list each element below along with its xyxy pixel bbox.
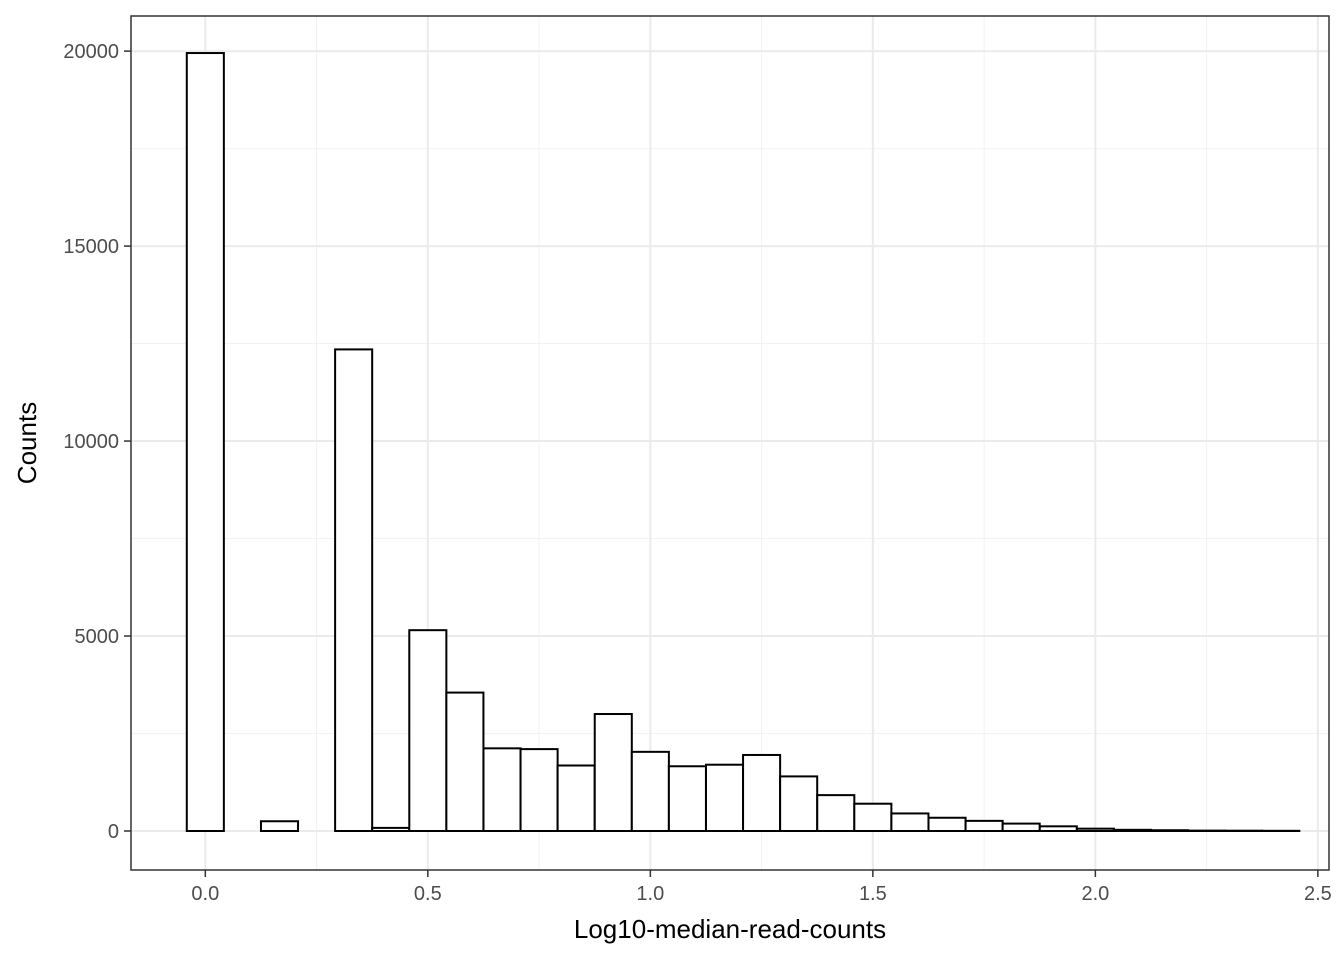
- histogram-bar: [704, 763, 745, 833]
- histogram-bar: [556, 764, 596, 833]
- x-tick-label: 1.5: [859, 883, 887, 905]
- x-tick-label: 0.5: [414, 883, 442, 905]
- histogram-bar: [185, 52, 225, 833]
- plot-panel: [131, 16, 1329, 870]
- y-tick-label: 0: [108, 821, 119, 843]
- histogram-bar: [1112, 828, 1152, 833]
- histogram-bars: [185, 52, 1301, 833]
- histogram-bar: [445, 691, 485, 833]
- histogram-bar: [593, 713, 633, 833]
- histogram-bar: [667, 765, 707, 833]
- histogram-bar: [1038, 825, 1078, 833]
- x-tick-label: 2.5: [1304, 883, 1332, 905]
- y-axis-ticks: 0 5000 10000 15000 20000: [63, 41, 131, 843]
- major-gridlines: [131, 16, 1329, 870]
- histogram-bar: [482, 747, 522, 833]
- y-tick-label: 20000: [63, 41, 119, 63]
- histogram-bar: [259, 820, 300, 833]
- minor-gridlines: [131, 16, 1329, 870]
- histogram-bar: [816, 794, 856, 833]
- histogram-bar: [371, 826, 411, 833]
- x-tick-label: 1.0: [636, 883, 664, 905]
- histogram-bar: [742, 753, 782, 833]
- histogram-bar: [519, 748, 559, 833]
- y-tick-label: 5000: [75, 626, 120, 648]
- x-axis-ticks: 0.0 0.5 1.0 1.5 2.0 2.5: [191, 870, 1332, 905]
- x-tick-label: 2.0: [1081, 883, 1109, 905]
- plot-frame: [130, 15, 1330, 871]
- histogram-bar: [927, 816, 967, 833]
- x-axis-title: Log10-median-read-counts: [574, 914, 886, 944]
- histogram-bar: [890, 812, 930, 833]
- histogram-bar: [630, 750, 670, 833]
- y-tick-label: 10000: [63, 431, 119, 453]
- x-tick-label: 0.0: [191, 883, 219, 905]
- histogram-bar: [964, 819, 1004, 833]
- histogram-bar: [853, 802, 893, 833]
- histogram-bar: [1001, 822, 1041, 833]
- y-tick-label: 15000: [63, 236, 119, 258]
- y-axis-title: Counts: [12, 402, 42, 484]
- histogram-bar: [408, 629, 448, 833]
- histogram-bar: [779, 775, 819, 833]
- histogram-bar: [334, 348, 374, 833]
- histogram-bar: [1075, 827, 1115, 833]
- histogram-bar: [1150, 829, 1190, 833]
